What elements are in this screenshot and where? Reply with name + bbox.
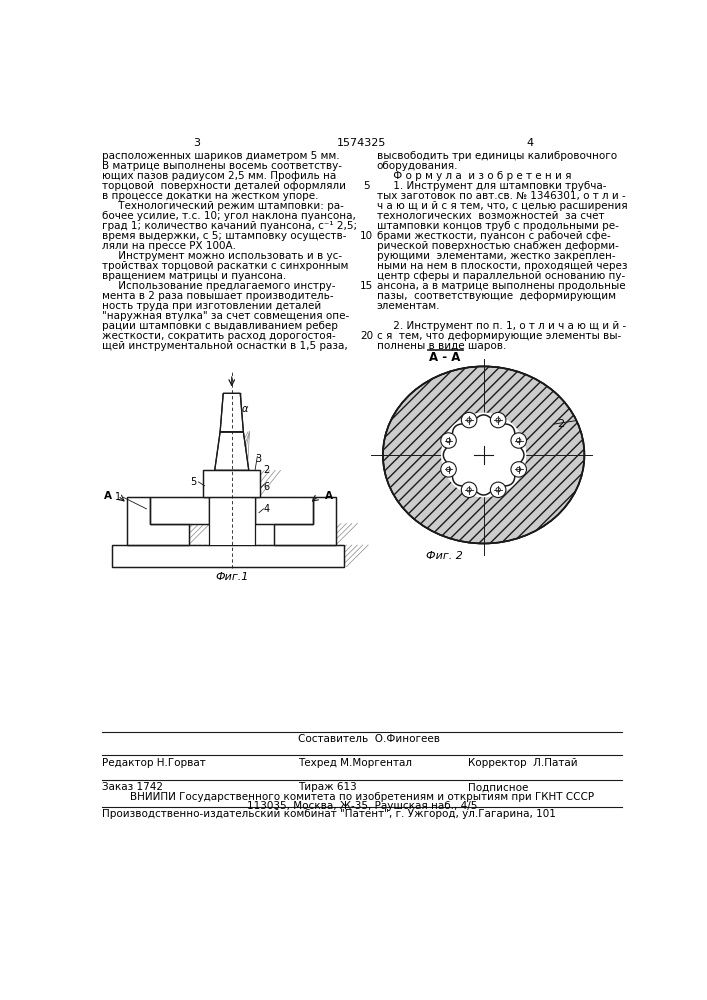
Text: 2: 2	[264, 465, 270, 475]
Text: Ф о р м у л а  и з о б р е т е н и я: Ф о р м у л а и з о б р е т е н и я	[377, 171, 571, 181]
Text: 5: 5	[190, 477, 196, 487]
Text: рующими  элементами, жестко закреплен-: рующими элементами, жестко закреплен-	[377, 251, 615, 261]
Text: ч а ю щ и й с я тем, что, с целью расширения: ч а ю щ и й с я тем, что, с целью расшир…	[377, 201, 627, 211]
Text: 5: 5	[363, 181, 370, 191]
Polygon shape	[443, 415, 524, 495]
Text: технологических  возможностей  за счет: технологических возможностей за счет	[377, 211, 604, 221]
Text: Фиг.1: Фиг.1	[215, 572, 248, 582]
Text: мента в 2 раза повышает производитель-: мента в 2 раза повышает производитель-	[103, 291, 334, 301]
Text: 3: 3	[256, 454, 262, 464]
Circle shape	[441, 413, 526, 497]
Text: Использование предлагаемого инстру-: Использование предлагаемого инстру-	[103, 281, 336, 291]
Text: А - А: А - А	[429, 351, 460, 364]
Text: град 1; количество качаний пуансона, с⁻¹ 2,5;: град 1; количество качаний пуансона, с⁻¹…	[103, 221, 358, 231]
Text: бочее усилие, т.с. 10; угол наклона пуансона,: бочее усилие, т.с. 10; угол наклона пуан…	[103, 211, 356, 221]
Text: ансона, а в матрице выполнены продольные: ансона, а в матрице выполнены продольные	[377, 281, 625, 291]
Text: 2: 2	[557, 419, 564, 429]
Text: рации штамповки с выдавливанием ребер: рации штамповки с выдавливанием ребер	[103, 321, 338, 331]
Text: В матрице выполнены восемь соответству-: В матрице выполнены восемь соответству-	[103, 161, 342, 171]
Circle shape	[491, 412, 506, 428]
Text: тых заготовок по авт.св. № 1346301, о т л и -: тых заготовок по авт.св. № 1346301, о т …	[377, 191, 626, 201]
Polygon shape	[112, 545, 344, 567]
Polygon shape	[255, 497, 313, 524]
Text: 20: 20	[360, 331, 373, 341]
Circle shape	[440, 462, 456, 477]
Text: в процессе докатки на жестком упоре.: в процессе докатки на жестком упоре.	[103, 191, 319, 201]
Polygon shape	[220, 393, 243, 432]
Text: Фиг. 2: Фиг. 2	[426, 551, 463, 561]
Polygon shape	[127, 497, 189, 545]
Text: высвободить три единицы калибровочного: высвободить три единицы калибровочного	[377, 151, 617, 161]
Text: 1574325: 1574325	[337, 138, 387, 148]
Text: щей инструментальной оснастки в 1,5 раза,: щей инструментальной оснастки в 1,5 раза…	[103, 341, 348, 351]
Text: вращением матрицы и пуансона.: вращением матрицы и пуансона.	[103, 271, 286, 281]
Text: α: α	[242, 404, 248, 414]
Circle shape	[462, 412, 477, 428]
Text: брами жесткости, пуансон с рабочей сфе-: брами жесткости, пуансон с рабочей сфе-	[377, 231, 610, 241]
Text: Тираж 613: Тираж 613	[298, 782, 356, 792]
Text: Заказ 1742: Заказ 1742	[103, 782, 163, 792]
Text: ность труда при изготовлении деталей: ность труда при изготовлении деталей	[103, 301, 322, 311]
Text: Инструмент можно использовать и в ус-: Инструмент можно использовать и в ус-	[103, 251, 342, 261]
Text: Техред М.Моргентал: Техред М.Моргентал	[298, 758, 411, 768]
Text: тройствах торцовой раскатки с синхронным: тройствах торцовой раскатки с синхронным	[103, 261, 349, 271]
Text: с я  тем, что деформирующие элементы вы-: с я тем, что деформирующие элементы вы-	[377, 331, 621, 341]
Circle shape	[440, 433, 456, 448]
Text: A: A	[325, 491, 332, 501]
Polygon shape	[215, 432, 249, 470]
Text: ными на нем в плоскости, проходящей через: ными на нем в плоскости, проходящей чере…	[377, 261, 627, 271]
Text: 1. Инструмент для штамповки трубча-: 1. Инструмент для штамповки трубча-	[377, 181, 606, 191]
Text: Редактор Н.Горват: Редактор Н.Горват	[103, 758, 206, 768]
Polygon shape	[151, 497, 209, 524]
Text: ляли на прессе РХ 100А.: ляли на прессе РХ 100А.	[103, 241, 236, 251]
Circle shape	[462, 482, 477, 498]
Text: оборудования.: оборудования.	[377, 161, 458, 171]
Text: центр сферы и параллельной основанию пу-: центр сферы и параллельной основанию пу-	[377, 271, 625, 281]
Text: 4: 4	[527, 138, 534, 148]
Text: 2. Инструмент по п. 1, о т л и ч а ю щ и й -: 2. Инструмент по п. 1, о т л и ч а ю щ и…	[377, 321, 626, 331]
Text: 4: 4	[264, 504, 269, 514]
Ellipse shape	[383, 366, 585, 544]
Text: жесткости, сократить расход дорогостоя-: жесткости, сократить расход дорогостоя-	[103, 331, 336, 341]
Text: 113035, Москва, Ж-35, Раушская наб., 4/5: 113035, Москва, Ж-35, Раушская наб., 4/5	[247, 801, 477, 811]
Text: Корректор  Л.Патай: Корректор Л.Патай	[468, 758, 578, 768]
Text: ющих пазов радиусом 2,5 мм. Профиль на: ющих пазов радиусом 2,5 мм. Профиль на	[103, 171, 337, 181]
Text: 1: 1	[115, 492, 121, 502]
Text: 6: 6	[264, 482, 269, 492]
Text: штамповки концов труб с продольными ре-: штамповки концов труб с продольными ре-	[377, 221, 619, 231]
Text: ВНИИПИ Государственного комитета по изобретениям и открытиям при ГКНТ СССР: ВНИИПИ Государственного комитета по изоб…	[130, 792, 594, 802]
Text: рической поверхностью снабжен деформи-: рической поверхностью снабжен деформи-	[377, 241, 619, 251]
Text: 10: 10	[360, 231, 373, 241]
Text: расположенных шариков диаметром 5 мм.: расположенных шариков диаметром 5 мм.	[103, 151, 340, 161]
Polygon shape	[209, 497, 255, 545]
Text: торцовой  поверхности деталей оформляли: торцовой поверхности деталей оформляли	[103, 181, 346, 191]
Circle shape	[491, 482, 506, 498]
Text: 3: 3	[194, 138, 200, 148]
Text: A: A	[104, 491, 112, 501]
Polygon shape	[203, 470, 260, 497]
Circle shape	[511, 433, 527, 448]
Polygon shape	[212, 497, 251, 545]
Text: полнены в виде шаров.: полнены в виде шаров.	[377, 341, 506, 351]
Text: Технологический режим штамповки: ра-: Технологический режим штамповки: ра-	[103, 201, 344, 211]
Text: пазы,  соответствующие  деформирующим: пазы, соответствующие деформирующим	[377, 291, 616, 301]
Text: время выдержки, с 5; штамповку осуществ-: время выдержки, с 5; штамповку осуществ-	[103, 231, 347, 241]
Text: Производственно-издательский комбинат "Патент", г. Ужгород, ул.Гагарина, 101: Производственно-издательский комбинат "П…	[103, 809, 556, 819]
Circle shape	[511, 462, 527, 477]
Text: Подписное: Подписное	[468, 782, 529, 792]
Text: Составитель  О.Финогеев: Составитель О.Финогеев	[298, 734, 440, 744]
Text: 15: 15	[360, 281, 373, 291]
Text: элементам.: элементам.	[377, 301, 440, 311]
Polygon shape	[274, 497, 337, 545]
Text: "наружная втулка" за счет совмещения опе-: "наружная втулка" за счет совмещения опе…	[103, 311, 349, 321]
